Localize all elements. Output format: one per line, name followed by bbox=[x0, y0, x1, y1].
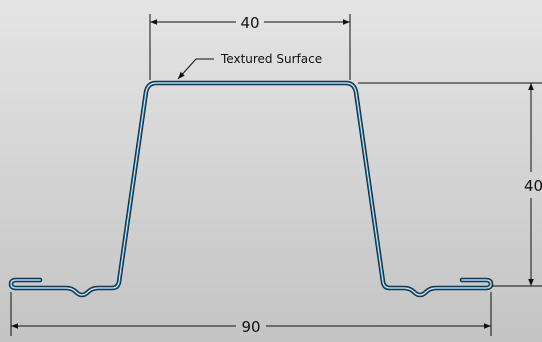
leader-line bbox=[177, 58, 214, 80]
top-width-dimension bbox=[149, 14, 351, 80]
height-value: 40 bbox=[524, 177, 542, 195]
profile-highlight bbox=[10, 82, 492, 296]
top-width-value: 40 bbox=[240, 14, 259, 32]
overall-width-dimension bbox=[10, 292, 492, 336]
overall-width-value: 90 bbox=[241, 318, 260, 336]
surface-leader bbox=[177, 58, 214, 80]
metal-profile bbox=[8, 80, 494, 298]
textured-surface-label: Textured Surface bbox=[220, 52, 322, 66]
height-dimension bbox=[358, 82, 542, 287]
